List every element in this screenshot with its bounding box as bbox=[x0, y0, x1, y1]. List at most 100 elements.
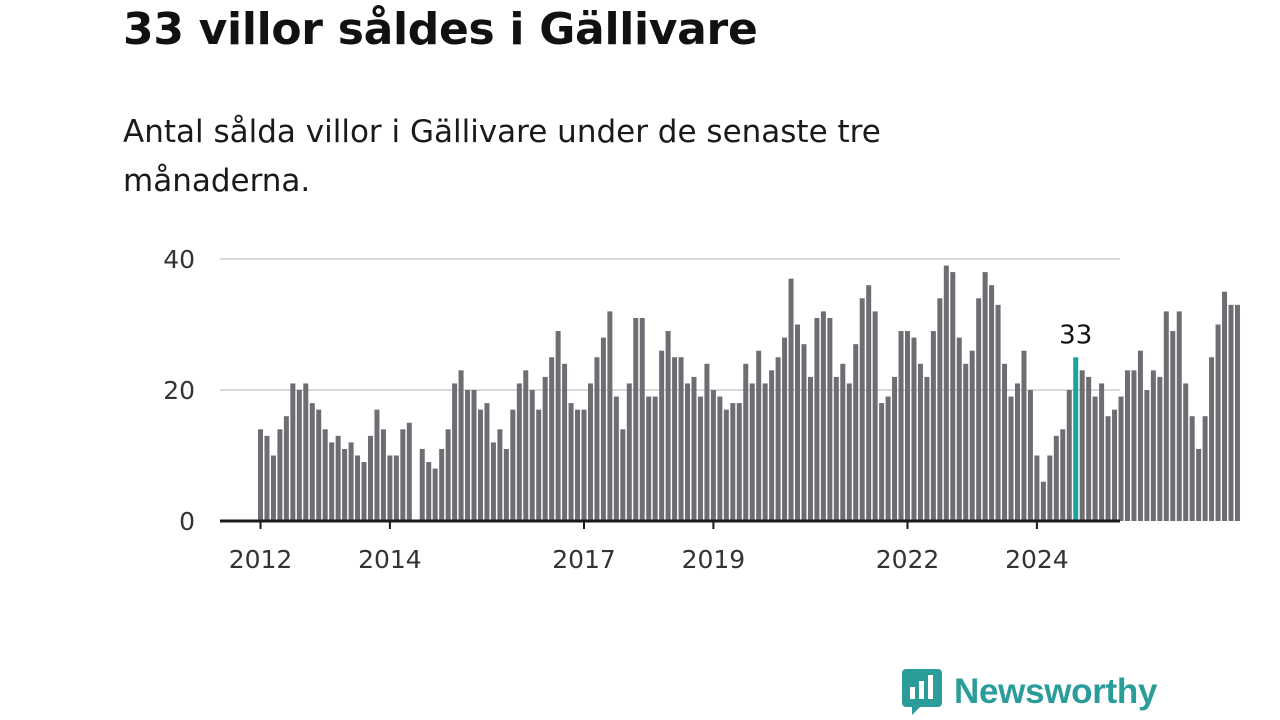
bar bbox=[575, 409, 581, 521]
y-tick-label: 20 bbox=[163, 376, 195, 405]
bar bbox=[1176, 311, 1182, 521]
bar bbox=[503, 448, 509, 521]
bar bbox=[426, 462, 432, 521]
x-tick-label: 2024 bbox=[1005, 545, 1069, 574]
bar bbox=[827, 317, 833, 521]
bar bbox=[406, 422, 412, 521]
bar bbox=[393, 455, 399, 521]
bar bbox=[743, 363, 749, 521]
bar bbox=[1014, 383, 1020, 521]
bar bbox=[613, 396, 619, 521]
bar bbox=[348, 442, 354, 521]
bar bbox=[367, 435, 373, 521]
bar bbox=[633, 317, 639, 521]
bar bbox=[1189, 416, 1195, 521]
bar bbox=[950, 272, 956, 521]
bar bbox=[704, 363, 710, 521]
bar bbox=[1079, 370, 1085, 521]
bar bbox=[581, 409, 587, 521]
bar bbox=[1047, 455, 1053, 521]
bar bbox=[452, 383, 458, 521]
bar bbox=[1034, 455, 1040, 521]
bar bbox=[562, 363, 568, 521]
bar bbox=[484, 403, 490, 521]
bar bbox=[264, 435, 270, 521]
bar bbox=[1118, 396, 1124, 521]
bar bbox=[866, 285, 872, 521]
bar bbox=[956, 337, 962, 521]
bar bbox=[549, 357, 555, 521]
x-tick-label: 2017 bbox=[552, 545, 616, 574]
y-tick-label: 0 bbox=[179, 507, 195, 536]
bar bbox=[749, 383, 755, 521]
bar bbox=[885, 396, 891, 521]
highlight-value-label: 33 bbox=[1059, 320, 1092, 350]
bar bbox=[691, 376, 697, 521]
bar bbox=[1137, 350, 1143, 521]
bar bbox=[1053, 435, 1059, 521]
bar bbox=[685, 383, 691, 521]
bar bbox=[355, 455, 361, 521]
bar bbox=[626, 383, 632, 521]
bar bbox=[1228, 304, 1234, 521]
bar bbox=[769, 370, 775, 521]
bar bbox=[911, 337, 917, 521]
bar bbox=[400, 429, 406, 521]
bar bbox=[529, 390, 535, 521]
bar bbox=[1157, 376, 1163, 521]
bar bbox=[730, 403, 736, 521]
bar bbox=[1021, 350, 1027, 521]
bar bbox=[270, 455, 276, 521]
bar bbox=[465, 390, 471, 521]
bar bbox=[296, 390, 302, 521]
bar bbox=[905, 331, 910, 521]
bar bbox=[717, 396, 723, 521]
bar bbox=[1183, 383, 1189, 521]
bar bbox=[1002, 363, 1008, 521]
bar bbox=[283, 416, 289, 521]
bar bbox=[820, 311, 826, 521]
bar bbox=[814, 317, 820, 521]
bar bbox=[879, 403, 885, 521]
bar bbox=[303, 383, 309, 521]
bar bbox=[963, 363, 969, 521]
bar bbox=[736, 403, 742, 521]
bar bbox=[1066, 390, 1072, 521]
bar bbox=[652, 396, 658, 521]
bar bbox=[710, 390, 716, 521]
bar bbox=[795, 324, 801, 521]
bar bbox=[342, 448, 348, 521]
bar bbox=[665, 331, 671, 521]
bar-chart-speech-bubble-icon bbox=[902, 669, 942, 715]
bar bbox=[1215, 324, 1221, 521]
bar bbox=[892, 376, 898, 521]
bar bbox=[982, 272, 988, 521]
bar bbox=[807, 376, 813, 521]
bar bbox=[316, 409, 322, 521]
bar bbox=[290, 383, 296, 521]
y-tick-label: 40 bbox=[163, 245, 195, 274]
bar bbox=[872, 311, 878, 521]
bar bbox=[516, 383, 522, 521]
bar bbox=[361, 462, 367, 521]
bar bbox=[1222, 291, 1228, 521]
bar bbox=[943, 265, 949, 521]
x-tick-label: 2014 bbox=[358, 545, 422, 574]
bar bbox=[801, 344, 807, 521]
bar bbox=[542, 376, 548, 521]
chart-subtitle: Antal sålda villor i Gällivare under de … bbox=[123, 114, 881, 199]
bar bbox=[445, 429, 451, 521]
bar bbox=[989, 285, 995, 521]
bar bbox=[329, 442, 335, 521]
bar bbox=[775, 357, 781, 521]
x-tick-label: 2022 bbox=[876, 545, 940, 574]
bar bbox=[1105, 416, 1111, 521]
bar bbox=[672, 357, 678, 521]
bar bbox=[258, 429, 263, 521]
bar bbox=[995, 304, 1001, 521]
bar bbox=[477, 409, 483, 521]
bar bbox=[969, 350, 975, 521]
highlight-bar bbox=[1073, 357, 1079, 521]
bar bbox=[1008, 396, 1014, 521]
bar bbox=[840, 363, 846, 521]
